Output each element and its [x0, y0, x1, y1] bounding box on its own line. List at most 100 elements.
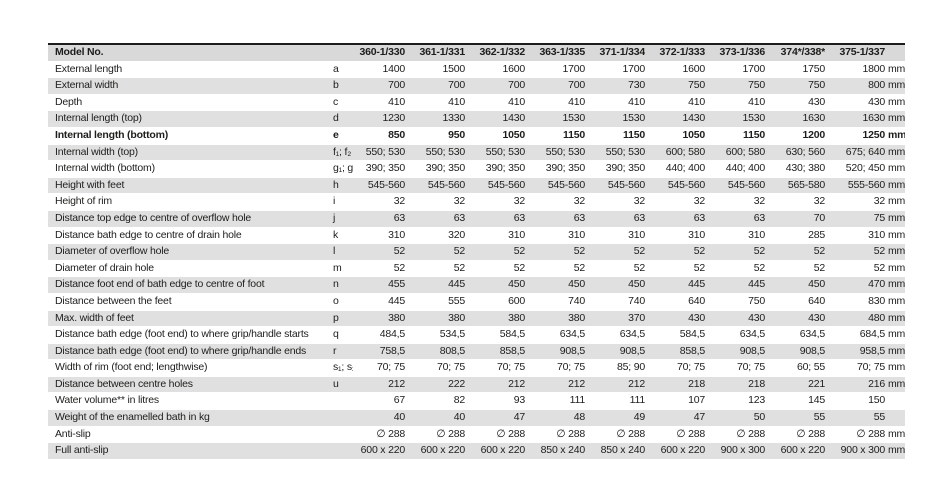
spec-value-cell: 32: [353, 193, 405, 211]
spec-value-cell: 370: [585, 310, 645, 328]
spec-value-cell: 1430: [465, 110, 525, 128]
spec-row-label: Internal width (bottom): [48, 160, 323, 178]
spec-value-cell: 1700: [705, 61, 765, 79]
spec-value-cell: 1330: [405, 110, 465, 128]
spec-value-cell: 52: [645, 260, 705, 278]
spec-value-cell: 70: [765, 210, 825, 228]
spec-value-cell: 750: [645, 77, 705, 95]
spec-value-cell: 445: [405, 276, 465, 294]
spec-value-cell: 320: [405, 227, 465, 245]
table-row: Diameter of drain hole m 52 52 52 52 52 52 52 52 5…: [48, 260, 905, 278]
spec-value-cell: 750: [765, 77, 825, 95]
spec-value-cell: 830: [825, 293, 885, 311]
model-column-header: 361-1/331: [405, 44, 465, 62]
table-row: Distance foot end of bath edge to centre…: [48, 276, 905, 294]
spec-value-cell: 908,5: [585, 343, 645, 361]
spec-value-cell: 93: [465, 392, 525, 411]
model-column-header: 362-1/332: [465, 44, 525, 62]
spec-value-cell: 700: [525, 77, 585, 95]
spec-value-cell: 222: [405, 376, 465, 394]
model-column-header: 372-1/333: [645, 44, 705, 62]
unit-cell: mm: [885, 260, 905, 278]
code-column-header: [323, 44, 353, 62]
spec-value-cell: 145: [765, 392, 825, 411]
table-row: Max. width of feet p 380 380 380 380 370 430 430…: [48, 310, 905, 328]
spec-value-cell: 410: [465, 94, 525, 112]
spec-value-cell: 634,5: [765, 326, 825, 344]
spec-value-cell: 1630: [765, 110, 825, 128]
spec-value-cell: 1800: [825, 61, 885, 79]
spec-value-cell: ∅ 288: [705, 426, 765, 444]
table-row: External width b 700 700 700 700 730 750 750 750 8…: [48, 77, 905, 95]
spec-value-cell: 808,5: [405, 343, 465, 361]
spec-value-cell: 634,5: [585, 326, 645, 344]
spec-value-cell: 1600: [465, 61, 525, 79]
spec-value-cell: 310: [825, 227, 885, 245]
spec-value-cell: 63: [705, 210, 765, 228]
table-header: Model No. 360-1/330 361-1/331 362-1/332 363…: [48, 44, 905, 62]
spec-value-cell: 600; 580: [705, 144, 765, 162]
spec-value-cell: 1700: [525, 61, 585, 79]
table-body: External length a 1400 1500 1600 1700 1700 1600…: [48, 61, 905, 460]
spec-value-cell: ∅ 288: [585, 426, 645, 444]
spec-value-cell: 123: [705, 392, 765, 411]
spec-row-label: Weight of the enamelled bath in kg: [48, 409, 323, 427]
dimension-code: [323, 426, 353, 444]
spec-value-cell: ∅ 288: [525, 426, 585, 444]
dimension-code: [323, 442, 353, 460]
spec-value-cell: 1530: [525, 110, 585, 128]
spec-value-cell: 310: [645, 227, 705, 245]
dimension-code: m: [323, 260, 353, 278]
spec-value-cell: 52: [585, 260, 645, 278]
spec-value-cell: 450: [765, 276, 825, 294]
spec-value-cell: 390; 350: [405, 160, 465, 178]
spec-value-cell: ∅ 288: [353, 426, 405, 444]
spec-value-cell: 212: [525, 376, 585, 394]
spec-value-cell: 75: [825, 210, 885, 228]
spec-value-cell: 216: [825, 376, 885, 394]
spec-value-cell: 212: [465, 376, 525, 394]
spec-value-cell: 555: [405, 293, 465, 311]
spec-value-cell: 380: [353, 310, 405, 328]
spec-value-cell: 700: [405, 77, 465, 95]
spec-value-cell: 52: [465, 243, 525, 261]
spec-value-cell: 470: [825, 276, 885, 294]
spec-value-cell: 534,5: [405, 326, 465, 344]
table-row: Height of rim i 32 32 32 32 32 32 32 32 32 mm: [48, 193, 905, 211]
spec-value-cell: 1230: [353, 110, 405, 128]
model-column-header: 373-1/336: [705, 44, 765, 62]
spec-value-cell: 550; 530: [405, 144, 465, 162]
spec-value-cell: 1250: [825, 127, 885, 145]
spec-value-cell: 49: [585, 409, 645, 427]
spec-row-label: Distance top edge to centre of overflow …: [48, 210, 323, 228]
spec-row-label: Water volume** in litres: [48, 392, 323, 411]
dimension-code: e: [323, 127, 353, 145]
unit-column-header: [885, 44, 905, 62]
table-row: Distance bath edge to centre of drain ho…: [48, 227, 905, 245]
spec-value-cell: 1600: [645, 61, 705, 79]
spec-value-cell: ∅ 288: [405, 426, 465, 444]
spec-value-cell: 67: [353, 392, 405, 411]
dimension-code: n: [323, 276, 353, 294]
spec-row-label: Depth: [48, 94, 323, 112]
spec-row-label: Distance bath edge (foot end) to where g…: [48, 326, 323, 344]
spec-row-label: External length: [48, 61, 323, 79]
spec-value-cell: 310: [525, 227, 585, 245]
unit-cell: mm: [885, 144, 905, 162]
spec-value-cell: 63: [585, 210, 645, 228]
spec-value-cell: 900 x 300: [705, 442, 765, 460]
model-column-header: 375-1/337: [825, 44, 885, 62]
spec-value-cell: 212: [585, 376, 645, 394]
spec-value-cell: ∅ 288: [825, 426, 885, 444]
unit-cell: mm: [885, 160, 905, 178]
spec-value-cell: 750: [705, 77, 765, 95]
spec-value-cell: 700: [353, 77, 405, 95]
spec-value-cell: 32: [645, 193, 705, 211]
dimension-code: p: [323, 310, 353, 328]
table-row: Width of rim (foot end; lengthwise) s₁; s…: [48, 359, 905, 377]
spec-value-cell: 218: [705, 376, 765, 394]
spec-value-cell: 32: [765, 193, 825, 211]
spec-value-cell: 150: [825, 392, 885, 411]
table-row: Distance between the feet o 445 555 600 740 74…: [48, 293, 905, 311]
spec-row-label: Diameter of drain hole: [48, 260, 323, 278]
